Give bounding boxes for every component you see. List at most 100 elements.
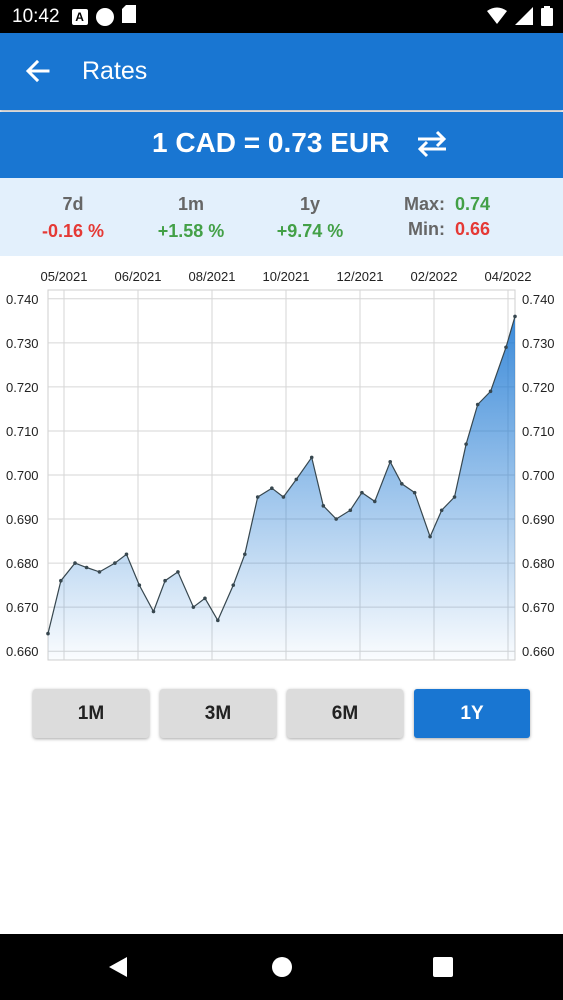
chart-data-point bbox=[399, 482, 404, 486]
x-tick-label: 08/2021 bbox=[189, 269, 236, 284]
chart-data-point bbox=[216, 618, 220, 623]
range-button-6m[interactable]: 6M bbox=[287, 689, 403, 738]
chart-data-point bbox=[321, 504, 326, 508]
chart-data-point bbox=[191, 605, 196, 609]
chart-data-point bbox=[97, 570, 102, 574]
y-tick-label-left: 0.660 bbox=[6, 644, 39, 659]
chart-data-point bbox=[360, 490, 364, 495]
back-button[interactable] bbox=[22, 55, 54, 87]
chart-data-point bbox=[412, 490, 417, 495]
y-tick-label-left: 0.710 bbox=[6, 424, 39, 439]
x-tick-label: 12/2021 bbox=[337, 269, 384, 284]
x-tick-label: 04/2022 bbox=[485, 269, 532, 284]
a-icon: A bbox=[71, 8, 88, 25]
stat-1m: 1m +1.58 % bbox=[151, 194, 231, 242]
stat-value: -0.16 % bbox=[41, 221, 105, 241]
y-tick-label-left: 0.720 bbox=[6, 380, 39, 395]
range-button-3m[interactable]: 3M bbox=[160, 689, 276, 738]
page-title: Rates bbox=[82, 57, 148, 85]
chart-data-point bbox=[464, 442, 468, 446]
stat-label: 7d bbox=[62, 194, 84, 214]
exchange-rate-text: 1 CAD = 0.73 EUR bbox=[152, 127, 390, 158]
chart-data-point bbox=[439, 508, 444, 513]
y-tick-label-right: 0.660 bbox=[522, 644, 555, 659]
chart-data-point bbox=[504, 345, 508, 350]
chart-data-point bbox=[203, 596, 207, 601]
chart-data-point bbox=[372, 499, 377, 504]
wifi-icon bbox=[487, 7, 507, 30]
swap-currencies-button[interactable] bbox=[414, 128, 450, 165]
signal-icon bbox=[515, 7, 533, 30]
chart-data-point bbox=[243, 552, 247, 557]
y-tick-label-right: 0.740 bbox=[522, 292, 555, 307]
back-triangle-icon[interactable] bbox=[107, 956, 129, 978]
chart-data-point bbox=[84, 565, 89, 570]
chart-data-point bbox=[513, 314, 517, 319]
min-label: Min: bbox=[408, 219, 445, 239]
min-row: Min: 0.66 bbox=[395, 219, 490, 244]
y-tick-label-left: 0.740 bbox=[6, 292, 39, 307]
y-tick-label-left: 0.730 bbox=[6, 336, 39, 351]
y-tick-label-right: 0.680 bbox=[522, 556, 555, 571]
y-tick-label-left: 0.690 bbox=[6, 512, 39, 527]
stat-label: 1y bbox=[299, 194, 321, 214]
arrow-back-icon bbox=[25, 59, 50, 83]
y-tick-label-left: 0.670 bbox=[6, 600, 39, 615]
chart-data-point bbox=[46, 631, 50, 636]
chart-data-point bbox=[281, 495, 286, 499]
chart-data-point bbox=[231, 583, 236, 587]
chart-data-point bbox=[294, 477, 299, 482]
y-tick-label-left: 0.680 bbox=[6, 556, 39, 571]
y-tick-label-right: 0.690 bbox=[522, 512, 555, 527]
chart-data-point bbox=[255, 495, 260, 499]
swap-arrows-icon bbox=[417, 130, 447, 158]
chart-data-point bbox=[151, 609, 156, 614]
chart-data-point bbox=[452, 495, 457, 499]
x-tick-label: 06/2021 bbox=[115, 269, 162, 284]
chart-data-point bbox=[388, 459, 393, 464]
chart-data-point bbox=[124, 552, 129, 557]
y-tick-label-right: 0.720 bbox=[522, 380, 555, 395]
min-max-panel: Max: 0.74 Min: 0.66 bbox=[395, 194, 490, 244]
sd-card-icon bbox=[121, 5, 136, 28]
y-tick-label-right: 0.710 bbox=[522, 424, 555, 439]
stat-label: 1m bbox=[177, 194, 204, 214]
rate-chart[interactable]: 0.740 0.740 0.730 0.730 0.720 0.720 0.710 0.710… bbox=[0, 262, 563, 662]
chart-data-point bbox=[334, 517, 338, 521]
rate-banner: 1 CAD = 0.73 EUR bbox=[0, 112, 563, 178]
chart-data-point bbox=[176, 570, 180, 574]
system-nav-bar bbox=[0, 934, 563, 1000]
range-button-1y[interactable]: 1Y bbox=[414, 689, 530, 738]
chart-area-fill bbox=[48, 316, 515, 660]
chart-data-point bbox=[59, 578, 63, 583]
p-icon bbox=[95, 7, 114, 26]
stat-7d: 7d -0.16 % bbox=[33, 194, 113, 242]
app-bar: Rates bbox=[0, 33, 563, 110]
chart-data-point bbox=[309, 455, 314, 460]
chart-data-point bbox=[348, 508, 353, 513]
chart-data-point bbox=[475, 402, 480, 407]
stat-value: +9.74 % bbox=[276, 221, 344, 241]
y-tick-label-right: 0.670 bbox=[522, 600, 555, 615]
x-tick-label: 05/2021 bbox=[41, 269, 88, 284]
max-label: Max: bbox=[403, 194, 445, 214]
y-tick-label-right: 0.700 bbox=[522, 468, 555, 483]
x-tick-label: 02/2022 bbox=[411, 269, 458, 284]
stat-value: +1.58 % bbox=[157, 221, 225, 241]
chart-data-point bbox=[428, 534, 432, 539]
y-tick-label-left: 0.700 bbox=[6, 468, 39, 483]
home-circle-icon[interactable] bbox=[271, 956, 293, 978]
max-row: Max: 0.74 bbox=[395, 194, 490, 219]
chart-data-point bbox=[137, 583, 142, 587]
range-button-1m[interactable]: 1M bbox=[33, 689, 149, 738]
recents-square-icon[interactable] bbox=[433, 957, 453, 977]
y-tick-label-right: 0.730 bbox=[522, 336, 555, 351]
chart-data-point bbox=[488, 389, 493, 394]
min-value: 0.66 bbox=[455, 219, 491, 239]
stats-panel: 7d -0.16 % 1m +1.58 % 1y +9.74 % Max: 0.7… bbox=[0, 178, 563, 256]
status-time: 10:42 bbox=[12, 5, 60, 27]
chart-data-point bbox=[113, 561, 117, 565]
battery-icon bbox=[541, 6, 553, 31]
chart-data-point bbox=[163, 578, 167, 583]
status-bar: 10:42 A bbox=[0, 0, 563, 33]
